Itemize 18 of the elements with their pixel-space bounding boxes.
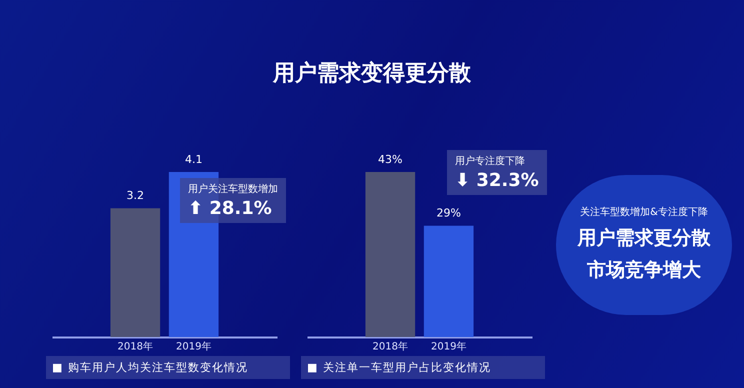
x-tick-label: 2018年 [118,340,154,352]
x-tick-label: 2019年 [176,340,212,352]
data-label: 3.2 [126,189,144,202]
x-tick-label: 2018年 [372,340,408,352]
text: 用户需求更分散 [576,226,712,251]
text: 用户专注度下降 [455,156,525,167]
data-label: 4.1 [184,153,202,166]
annotation: ⬆ 28.1% [188,198,273,219]
text: 用户需求变得更分散 [272,60,472,88]
text: 市场竞争增大 [586,258,702,283]
text: 关注车型数增加&专注度下降 [579,206,709,219]
text: ■ 购车用户人均关注车型数变化情况 [46,356,290,379]
text: ■ 关注单一车型用户占比变化情况 [301,356,545,379]
annotation: ⬇ 32.3% [455,170,539,191]
data-label: 43% [378,153,403,166]
annotation: 用户关注车型数增加 [188,184,278,195]
data-label: 29% [436,206,461,220]
x-tick-label: 2019年 [430,340,466,352]
